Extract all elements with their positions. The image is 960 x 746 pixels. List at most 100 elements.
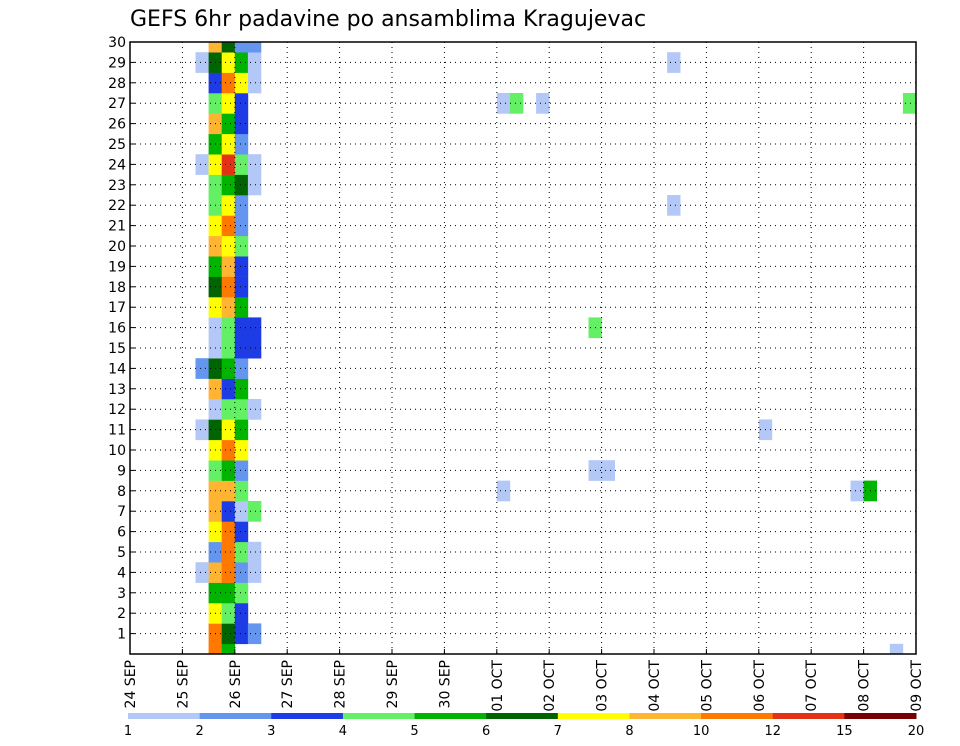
heatmap-cell	[235, 297, 248, 318]
heatmap-cell	[235, 73, 248, 94]
heatmap-cell	[248, 501, 261, 522]
heatmap-cell	[222, 562, 235, 583]
y-axis: 1234567891011121314151617181920212223242…	[108, 35, 135, 643]
heatmap-cell	[209, 644, 222, 655]
heatmap-cell	[222, 460, 235, 481]
heatmap-cell	[209, 42, 222, 53]
y-tick-label: 15	[108, 341, 126, 357]
y-tick-label: 12	[108, 402, 126, 418]
heatmap-cell	[497, 481, 510, 502]
heatmap-cell	[196, 154, 209, 175]
heatmap-cell	[235, 317, 248, 338]
heatmap-cell	[235, 154, 248, 175]
heatmap-cell	[222, 256, 235, 277]
heatmap-cell	[248, 623, 261, 644]
heatmap-cell	[235, 42, 248, 53]
y-tick-label: 7	[117, 504, 126, 520]
heatmap-cell	[222, 644, 235, 655]
heatmap-cell	[248, 73, 261, 94]
heatmap-cell	[235, 175, 248, 196]
legend-swatch	[128, 713, 200, 719]
heatmap-cell	[510, 93, 523, 114]
heatmap-cell	[222, 583, 235, 604]
heatmap-cell	[248, 542, 261, 563]
y-tick-label: 2	[117, 606, 126, 622]
legend-swatch	[701, 713, 773, 719]
heatmap-cell	[248, 42, 261, 53]
heatmap-cell	[235, 113, 248, 134]
heatmap-cell	[235, 256, 248, 277]
x-tick-label: 28 SEP	[333, 660, 349, 708]
heatmap-cell	[235, 542, 248, 563]
y-tick-label: 27	[108, 96, 126, 112]
legend-swatch	[415, 713, 487, 719]
heatmap-cell	[235, 379, 248, 400]
y-tick-label: 28	[108, 76, 126, 92]
legend-swatch	[629, 713, 701, 719]
heatmap-cell	[222, 521, 235, 542]
y-tick-label: 18	[108, 280, 126, 296]
heatmap-cell	[222, 338, 235, 359]
heatmap-cell	[248, 399, 261, 420]
heatmap-cell	[196, 562, 209, 583]
y-tick-label: 6	[117, 525, 126, 541]
heatmap-cell	[497, 93, 510, 114]
heatmap-cell	[235, 277, 248, 298]
y-tick-label: 16	[108, 321, 126, 337]
legend-swatch	[558, 713, 630, 719]
heatmap-cell	[222, 73, 235, 94]
y-tick-label: 3	[117, 586, 126, 602]
legend-label: 1	[124, 724, 132, 739]
x-tick-label: 05 OCT	[699, 660, 715, 712]
heatmap-cell	[222, 113, 235, 134]
legend-label: 5	[410, 724, 418, 739]
legend-label: 7	[554, 724, 562, 739]
heatmap-cell	[235, 93, 248, 114]
heatmap-cell	[235, 338, 248, 359]
x-tick-label: 04 OCT	[647, 660, 663, 712]
heatmap-cell	[222, 277, 235, 298]
legend-label: 2	[195, 724, 203, 739]
legend-swatch	[200, 713, 272, 719]
heatmap-cell	[235, 52, 248, 73]
y-tick-label: 11	[108, 423, 126, 439]
heatmap-cell	[235, 358, 248, 379]
x-tick-label: 09 OCT	[909, 660, 925, 712]
legend-swatch	[844, 713, 916, 719]
y-tick-label: 1	[117, 627, 126, 643]
y-tick-label: 14	[108, 361, 126, 377]
heatmap-cell	[235, 134, 248, 155]
y-tick-label: 4	[117, 565, 126, 581]
legend-label: 20	[908, 724, 925, 739]
heatmap-cell	[222, 317, 235, 338]
heatmap-cell	[903, 93, 916, 114]
heatmap-cell	[222, 134, 235, 155]
x-tick-label: 06 OCT	[752, 660, 768, 712]
heatmap-cell	[235, 521, 248, 542]
y-tick-label: 29	[108, 55, 126, 71]
heatmap-cell	[235, 460, 248, 481]
heatmap-cell	[222, 501, 235, 522]
heatmap-cell	[222, 93, 235, 114]
heatmap-cell	[235, 440, 248, 461]
legend-label: 15	[836, 724, 853, 739]
heatmap-cell	[196, 419, 209, 440]
heatmap-cell	[235, 215, 248, 236]
x-tick-label: 03 OCT	[595, 660, 611, 712]
x-tick-label: 29 SEP	[385, 660, 401, 708]
chart-title: GEFS 6hr padavine po ansamblima Kragujev…	[130, 7, 646, 32]
heatmap-cell	[222, 154, 235, 175]
x-tick-label: 07 OCT	[804, 660, 820, 712]
y-tick-label: 30	[108, 35, 126, 51]
heatmap-cell	[235, 195, 248, 216]
heatmap-cell	[248, 175, 261, 196]
heatmap-cell	[222, 399, 235, 420]
heatmap-cell	[235, 501, 248, 522]
heatmap-cell	[248, 52, 261, 73]
y-tick-label: 20	[108, 239, 126, 255]
heatmap-cell	[222, 379, 235, 400]
y-tick-label: 19	[108, 259, 126, 275]
heatmap-cell	[222, 440, 235, 461]
heatmap-cell	[222, 215, 235, 236]
